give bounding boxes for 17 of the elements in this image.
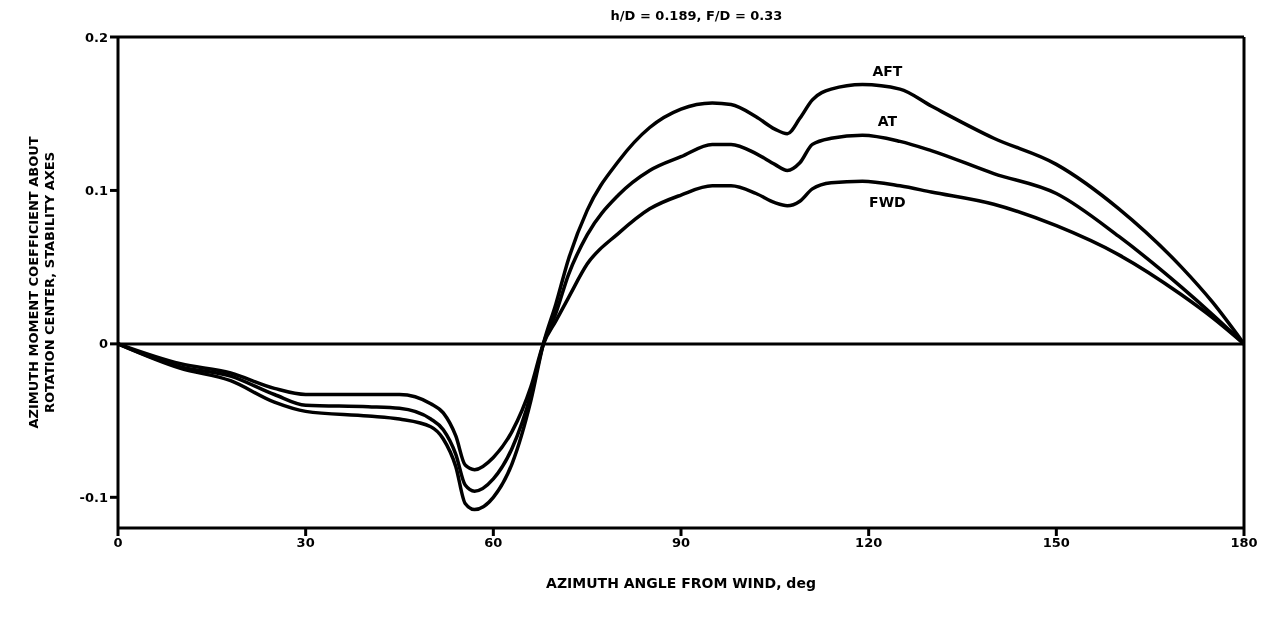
chart-title: h/D = 0.189, F/D = 0.33: [609, 8, 784, 25]
y-tick-label: 0.2: [84, 29, 108, 45]
x-tick-label: 120: [855, 535, 883, 551]
x-axis-title: AZIMUTH ANGLE FROM WIND, deg: [546, 575, 816, 591]
x-tick-label: 150: [1042, 535, 1070, 551]
y-tick-label: -0.1: [79, 489, 108, 505]
y-tick-label: 0.1: [84, 183, 108, 199]
x-tick-label: 90: [671, 535, 691, 551]
y-axis-title: AZIMUTH MOMENT COEFFICIENT ABOUT ROTATION CENTER, STABILITY AXES: [26, 136, 57, 429]
x-tick-label: 60: [484, 535, 503, 551]
series-label: AT: [877, 113, 898, 130]
x-tick-label: 0: [113, 535, 123, 551]
x-tick-label: 180: [1230, 535, 1258, 551]
series-label: FWD: [869, 194, 906, 211]
x-tick-label: 30: [296, 535, 315, 551]
series-label: AFT: [872, 62, 903, 79]
y-tick-label: 0: [98, 336, 108, 352]
